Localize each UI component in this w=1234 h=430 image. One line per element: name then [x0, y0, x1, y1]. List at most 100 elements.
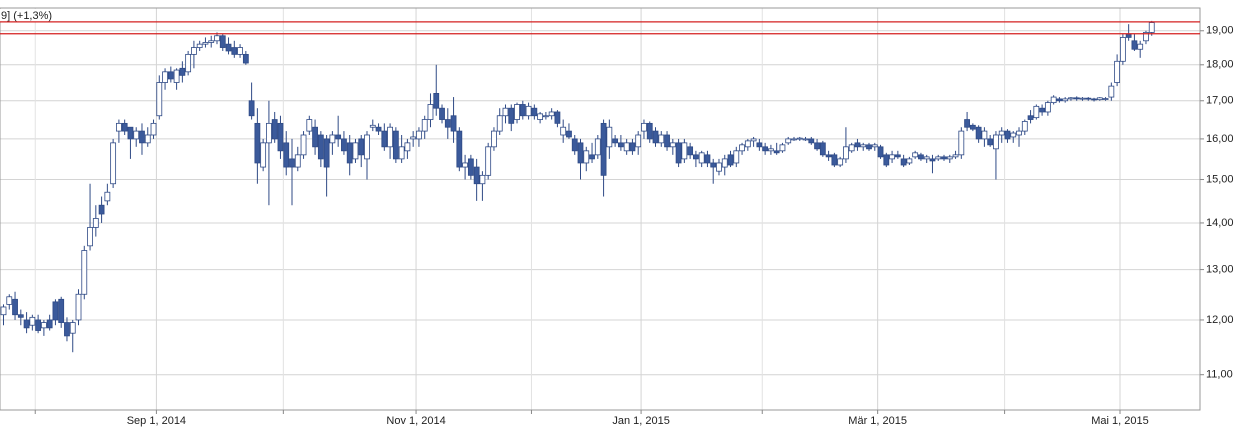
candle-body — [796, 137, 803, 140]
x-tick-label: Mär 1, 2015 — [848, 415, 907, 427]
candle-body — [612, 138, 619, 144]
candle-body — [58, 298, 65, 323]
candle-body — [1148, 22, 1155, 33]
y-tick-label: 14,00 — [1206, 217, 1234, 229]
candle-body — [1004, 130, 1011, 140]
candle-body — [912, 152, 919, 158]
x-tick-label: Nov 1, 2014 — [386, 415, 445, 427]
candle-body — [46, 319, 53, 329]
candle-body — [773, 150, 780, 154]
candle-body — [173, 69, 180, 83]
candle-body — [208, 40, 215, 43]
candle-body — [929, 158, 936, 162]
y-tick-label: 15,00 — [1206, 173, 1234, 185]
candle-body — [410, 136, 417, 140]
candle-body — [727, 154, 734, 166]
candle-body — [352, 142, 359, 160]
candle-body — [877, 146, 884, 158]
plot-frame — [0, 7, 1201, 411]
candle-body — [358, 138, 365, 156]
candle-body — [341, 138, 347, 152]
candle-body — [693, 154, 699, 160]
candle-body — [52, 301, 59, 321]
candle-body — [600, 122, 607, 176]
candle-body — [369, 124, 376, 128]
candle-body — [1119, 37, 1126, 62]
candle-body — [12, 298, 18, 316]
candle-body — [837, 158, 844, 166]
candle-body — [681, 142, 688, 160]
candle-body — [606, 126, 613, 148]
candle-body — [156, 82, 163, 117]
candle-body — [150, 122, 157, 136]
candle-body — [779, 144, 786, 152]
candle-body — [133, 130, 140, 140]
candle-body — [104, 191, 111, 202]
candle-body — [554, 111, 561, 124]
candle-body — [537, 113, 544, 120]
candle-body — [1068, 97, 1074, 100]
candle-body — [964, 119, 970, 128]
candle-body — [669, 142, 676, 148]
candle-body — [69, 322, 76, 334]
candle-body — [185, 53, 192, 73]
candle-body — [306, 119, 313, 132]
candle-body — [127, 126, 134, 140]
candle-body — [1073, 97, 1080, 100]
candle-body — [404, 142, 411, 152]
candle-body — [116, 122, 122, 132]
candle-body — [485, 146, 492, 176]
chart-title: 9] (+1,3%) — [1, 10, 52, 22]
candle-body — [698, 152, 705, 164]
candle-body — [323, 138, 330, 168]
candle-body — [716, 162, 722, 172]
candle-body — [843, 146, 849, 160]
candle-body — [652, 130, 659, 144]
candle-body — [1062, 98, 1069, 102]
candle-body — [987, 138, 994, 146]
candle-body — [1131, 40, 1138, 50]
candle-body — [762, 146, 769, 152]
candle-body — [421, 119, 428, 132]
candle-body — [635, 134, 642, 148]
candle-body — [542, 115, 549, 118]
candle-body — [17, 314, 24, 318]
candle-body — [617, 142, 624, 148]
y-tick-label: 11,00 — [1206, 369, 1233, 381]
candle-body — [883, 154, 890, 166]
candle-body — [589, 154, 595, 160]
candle-body — [750, 138, 757, 142]
candle-body — [416, 130, 422, 140]
candle-body — [214, 35, 220, 42]
candle-body — [179, 67, 186, 76]
grid — [0, 8, 1200, 410]
candle-body — [0, 306, 7, 316]
candle-body — [866, 144, 872, 150]
candle-body — [496, 115, 503, 132]
candle-body — [98, 204, 105, 215]
candle-body — [704, 154, 711, 164]
candle-body — [975, 126, 982, 140]
candle-body — [144, 134, 151, 144]
candle-body — [40, 322, 47, 329]
candle-body — [756, 142, 763, 148]
candle-body — [993, 134, 999, 150]
candle-body — [317, 134, 324, 160]
candle-body — [941, 156, 947, 160]
candle-body — [162, 71, 168, 83]
candle-body — [571, 138, 578, 152]
candle-body — [969, 124, 976, 130]
candle-body — [266, 122, 272, 144]
candle-body — [1050, 96, 1057, 104]
candle-body — [364, 134, 370, 160]
candle-body — [935, 156, 942, 160]
candle-body — [566, 130, 572, 138]
candle-body — [894, 154, 901, 158]
marks — [0, 20, 1155, 353]
candle-body — [1108, 85, 1115, 98]
candle-body — [491, 130, 497, 148]
candle-body — [450, 115, 457, 132]
candle-body — [1027, 115, 1034, 120]
